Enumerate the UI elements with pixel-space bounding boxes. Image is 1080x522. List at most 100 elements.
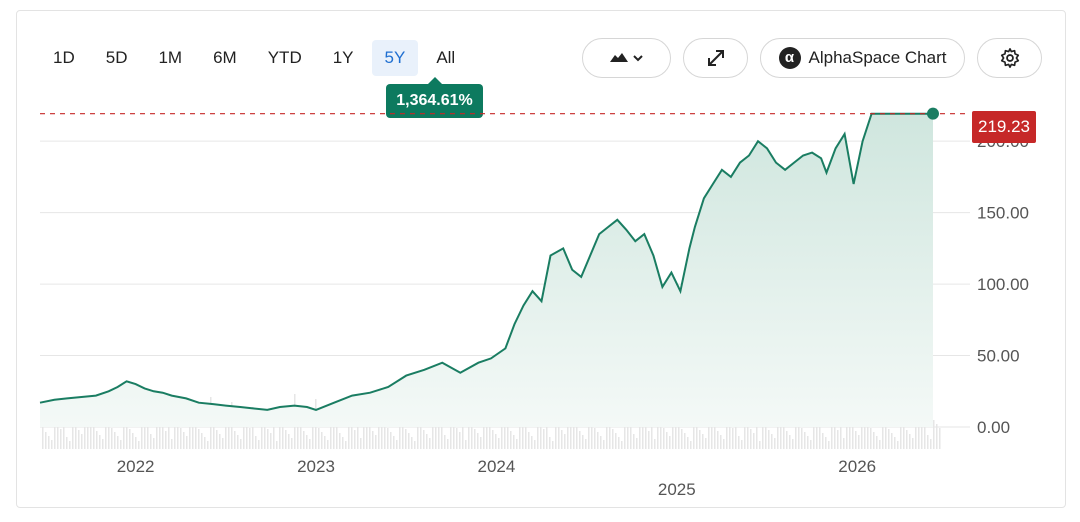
volume-bar (873, 432, 875, 449)
volume-bar (165, 431, 167, 449)
volume-bar (408, 433, 410, 449)
volume-bar (120, 440, 122, 449)
volume-bar (804, 432, 806, 449)
volume-bar (381, 420, 383, 449)
volume-bar (225, 419, 227, 449)
volume-bar (255, 436, 257, 449)
volume-bar (807, 436, 809, 449)
volume-bar (582, 435, 584, 449)
volume-bar (426, 434, 428, 449)
range-tab-1y[interactable]: 1Y (332, 48, 354, 67)
price-area (40, 113, 933, 427)
volume-bar (372, 431, 374, 449)
volume-bar (216, 430, 218, 449)
settings-button[interactable] (977, 38, 1042, 78)
volume-bar (243, 420, 245, 449)
volume-bar (237, 435, 239, 449)
volume-bar (705, 438, 707, 449)
volume-bar (375, 435, 377, 449)
volume-bar (576, 427, 578, 449)
volume-bar (759, 441, 761, 449)
volume-bar (474, 429, 476, 449)
volume-bar (228, 423, 230, 449)
volume-bar (213, 426, 215, 449)
volume-bar (747, 425, 749, 449)
volume-bar (81, 434, 83, 449)
volume-bar (546, 408, 548, 449)
volume-bar (219, 434, 221, 449)
volume-bar (342, 437, 344, 449)
volume-bar (66, 437, 68, 449)
volume-bar (249, 428, 251, 449)
volume-bar (633, 434, 635, 449)
volume-bar (195, 425, 197, 449)
volume-bar (909, 434, 911, 449)
volume-bar (312, 420, 314, 449)
volume-bar (507, 427, 509, 449)
volume-bar (849, 423, 851, 449)
range-tab-5d[interactable]: 5D (105, 48, 128, 67)
volume-bar (594, 428, 596, 449)
volume-bar (51, 440, 53, 449)
volume-bar (642, 423, 644, 449)
volume-bar (240, 439, 242, 449)
volume-bar (78, 430, 80, 449)
volume-bar (816, 425, 818, 449)
volume-bar (687, 437, 689, 449)
chart-type-button[interactable] (582, 38, 671, 78)
volume-bar (369, 427, 371, 449)
volume-bar (900, 422, 902, 449)
volume-bar (771, 434, 773, 449)
volume-bar (498, 438, 500, 449)
range-tab-1d[interactable]: 1D (53, 48, 75, 67)
volume-bar (663, 428, 665, 449)
volume-bar (726, 420, 728, 449)
volume-bar (309, 439, 311, 449)
volume-bar (906, 430, 908, 449)
volume-bar (723, 439, 725, 449)
range-tab-1m[interactable]: 1M (158, 48, 183, 67)
volume-bar (612, 429, 614, 449)
volume-bar (318, 428, 320, 449)
volume-bar (390, 432, 392, 449)
volume-bar (411, 437, 413, 449)
expand-button[interactable] (683, 38, 748, 78)
volume-bar (795, 420, 797, 449)
volume-bar (918, 423, 920, 449)
range-tab-ytd[interactable]: YTD (267, 48, 302, 67)
volume-bar (162, 427, 164, 449)
volume-bar (432, 419, 434, 449)
volume-bar (99, 435, 101, 449)
volume-bar (489, 426, 491, 449)
volume-bar (570, 419, 572, 449)
volume-bar (651, 410, 653, 449)
volume-bar (327, 440, 329, 449)
range-tab-5y[interactable]: 5Y (371, 40, 419, 76)
range-tab-6m[interactable]: 6M (213, 48, 237, 67)
volume-bar (864, 420, 866, 449)
volume-bar (393, 436, 395, 449)
volume-bar (360, 438, 362, 449)
volume-bar (921, 427, 923, 449)
volume-bar (696, 426, 698, 449)
volume-bar (345, 441, 347, 449)
volume-bar (675, 421, 677, 449)
volume-bar (486, 422, 488, 449)
alphaspace-chart-button[interactable]: α AlphaSpace Chart (760, 38, 965, 78)
volume-bar (282, 426, 284, 449)
volume-bar (834, 426, 836, 449)
volume-bar (384, 424, 386, 449)
volume-bar (621, 441, 623, 449)
y-tick-label: 100.00 (977, 275, 1029, 294)
volume-bar (417, 422, 419, 449)
volume-bar (636, 438, 638, 449)
volume-bar (186, 436, 188, 449)
volume-bar (783, 427, 785, 449)
volume-bar (639, 419, 641, 449)
volume-bar (738, 436, 740, 449)
volume-bar (888, 429, 890, 449)
volume-bar (204, 437, 206, 449)
range-tab-all[interactable]: All (436, 48, 456, 67)
volume-bar (768, 430, 770, 449)
